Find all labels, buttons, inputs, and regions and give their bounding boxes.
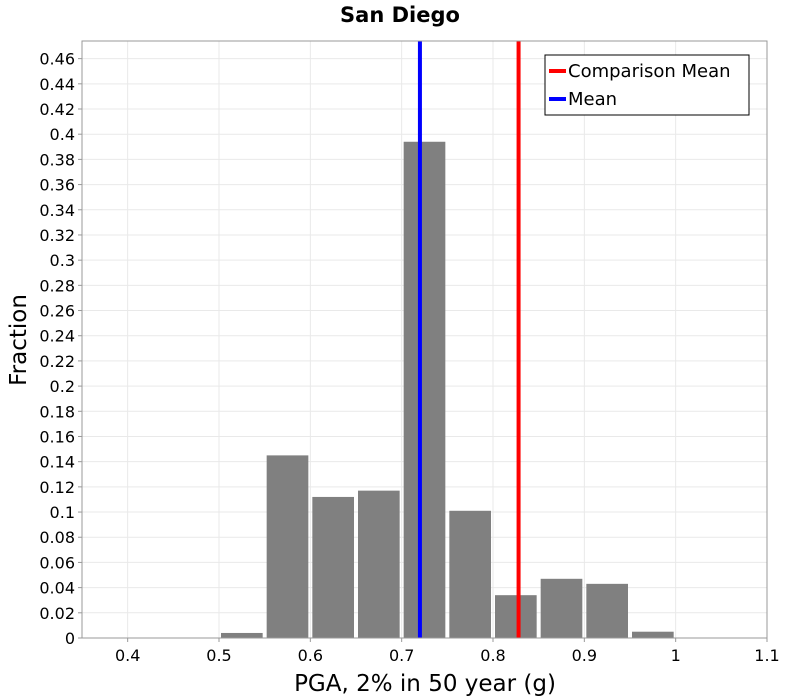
y-tick-label: 0.3 [50, 251, 75, 270]
x-tick-label: 0.4 [115, 646, 140, 665]
y-tick-label: 0.38 [39, 150, 75, 169]
y-tick-label: 0.18 [39, 402, 75, 421]
x-tick-label: 1.1 [754, 646, 779, 665]
legend: Comparison Mean Mean [544, 54, 750, 116]
y-tick-label: 0 [65, 629, 75, 648]
plot-area-border [81, 40, 768, 639]
y-tick-label: 0.32 [39, 226, 75, 245]
y-tick-label: 0.04 [39, 579, 75, 598]
y-tick-label: 0.06 [39, 553, 75, 572]
y-tick-label: 0.24 [39, 327, 75, 346]
histogram-bar [403, 141, 446, 638]
y-tick-label: 0.44 [39, 75, 75, 94]
chart-title: San Diego [340, 3, 460, 27]
histogram-bar [632, 631, 674, 638]
x-tick-label: 0.5 [206, 646, 231, 665]
y-tick-label: 0.36 [39, 176, 75, 195]
y-tick-label: 0.14 [39, 453, 75, 472]
histogram-bar [266, 455, 309, 638]
x-axis-ticks: 0.4 0.5 0.6 0.7 0.8 0.9 1 1.1 [115, 638, 780, 665]
x-tick-label: 1 [671, 646, 681, 665]
y-tick-label: 0.2 [50, 377, 75, 396]
legend-label-mean: Mean [568, 89, 617, 110]
x-tick-label: 0.6 [298, 646, 323, 665]
legend-label-comparison-mean: Comparison Mean [568, 61, 731, 82]
y-tick-label: 0.28 [39, 276, 75, 295]
histogram-bar [540, 578, 583, 638]
y-tick-label: 0.16 [39, 427, 75, 446]
x-tick-label: 0.9 [572, 646, 597, 665]
mean-lines [417, 41, 521, 638]
y-tick-label: 0.46 [39, 50, 75, 69]
x-tick-label: 0.7 [389, 646, 414, 665]
x-axis-label: PGA, 2% in 50 year (g) [294, 671, 556, 697]
histogram-bars [221, 141, 674, 638]
y-tick-label: 0.02 [39, 604, 75, 623]
histogram-bar [358, 490, 400, 638]
y-tick-label: 0.08 [39, 528, 75, 547]
y-tick-label: 0.1 [50, 503, 75, 522]
histogram-bar [221, 632, 263, 638]
y-tick-label: 0.26 [39, 302, 75, 321]
x-tick-label: 0.8 [480, 646, 505, 665]
y-axis-label: Fraction [6, 294, 32, 386]
histogram-bar [312, 496, 354, 638]
legend-box [544, 54, 750, 116]
histogram-bar [586, 583, 628, 638]
y-tick-label: 0.12 [39, 478, 75, 497]
histogram-bar [449, 510, 491, 638]
y-tick-label: 0.42 [39, 100, 75, 119]
y-tick-label: 0.4 [50, 125, 75, 144]
y-tick-label: 0.22 [39, 352, 75, 371]
y-axis-ticks: 0 0.02 0.04 0.06 0.08 0.1 0.12 0.14 0.16 0.18 0.2 0… [39, 50, 82, 648]
y-tick-label: 0.34 [39, 201, 75, 220]
histogram-bar [495, 595, 537, 638]
